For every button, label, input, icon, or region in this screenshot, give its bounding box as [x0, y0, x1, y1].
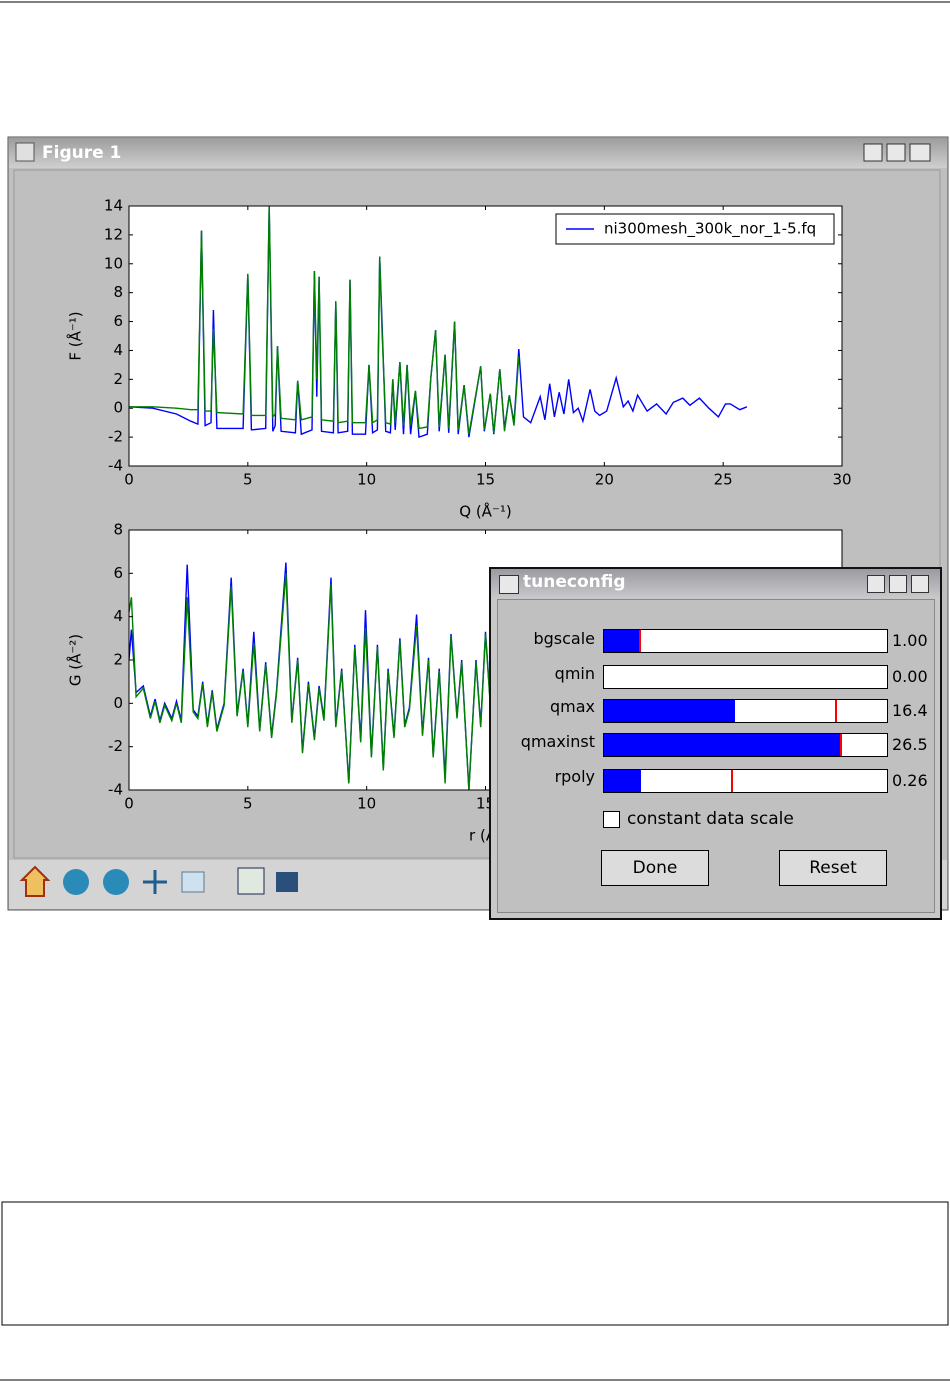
tuneconfig-dialog: tuneconfig bgscale 1.00 qmin 0.00 qmax 1… [489, 567, 942, 920]
y-tick-label: 8 [113, 521, 123, 539]
x-tick-label: 25 [714, 471, 733, 489]
slider[interactable] [603, 733, 888, 757]
y-tick-label: 0 [113, 399, 123, 417]
x-tick-label: 10 [357, 795, 376, 813]
forward-button[interactable] [103, 869, 129, 895]
y-tick-label: -2 [108, 737, 123, 755]
dialog-icon [499, 575, 519, 594]
x-tick-label: 0 [124, 795, 134, 813]
y-tick-label: 6 [113, 312, 123, 330]
y-tick-label: -4 [108, 457, 123, 475]
minimize-button[interactable] [867, 575, 885, 593]
done-button[interactable]: Done [601, 850, 709, 886]
x-tick-label: 20 [595, 471, 614, 489]
back-button[interactable] [63, 869, 89, 895]
legend-box [555, 213, 835, 245]
x-tick-label: 0 [124, 471, 134, 489]
x-axis-label: Q (Å⁻¹) [459, 502, 511, 521]
y-tick-label: 6 [113, 564, 123, 582]
title-bar [9, 138, 947, 168]
slider-value: 0.00 [892, 667, 928, 686]
slider[interactable] [603, 769, 888, 793]
y-tick-label: 0 [113, 694, 123, 712]
subplots-button[interactable] [237, 867, 265, 895]
slider-label: rpoly [554, 767, 595, 786]
reset-button[interactable]: Reset [779, 850, 887, 886]
slider-value: 0.26 [892, 771, 928, 790]
slider[interactable] [603, 699, 888, 723]
slider[interactable] [603, 665, 888, 689]
slider-label: qmax [549, 697, 595, 716]
checkbox-label: constant data scale [627, 809, 794, 829]
dialog-title: tuneconfig [523, 572, 626, 592]
y-tick-label: -4 [108, 781, 123, 799]
checkbox[interactable] [603, 811, 620, 828]
maximize-button[interactable] [886, 143, 906, 162]
pan-button[interactable] [143, 870, 167, 894]
save-button[interactable] [276, 872, 298, 892]
window-title: Figure 1 [42, 143, 121, 163]
slider-label: bgscale [533, 629, 595, 648]
y-tick-label: 8 [113, 283, 123, 301]
slider[interactable] [603, 629, 888, 653]
slider-value: 1.00 [892, 631, 928, 650]
series-line [129, 573, 491, 790]
y-tick-label: 4 [113, 607, 123, 625]
y-tick-label: 10 [104, 254, 123, 272]
close-button[interactable] [911, 575, 929, 593]
series-line [129, 206, 520, 435]
y-tick-label: -2 [108, 428, 123, 446]
legend-label: ni300mesh_300k_nor_1-5.fq [604, 220, 816, 239]
x-tick-label: 5 [243, 471, 253, 489]
slider-label: qmaxinst [520, 732, 595, 751]
y-tick-label: 12 [104, 225, 123, 243]
minimize-button[interactable] [863, 143, 883, 162]
dialog-title-bar [491, 569, 940, 598]
close-button[interactable] [909, 143, 931, 162]
slider-value: 26.5 [892, 735, 928, 754]
x-tick-label: 15 [476, 471, 495, 489]
slider-label: qmin [554, 664, 595, 683]
maximize-button[interactable] [889, 575, 907, 593]
y-tick-label: 2 [113, 370, 123, 388]
y-axis-label: F (Å⁻¹) [66, 311, 85, 360]
empty-box [1, 1201, 949, 1326]
y-axis-label: G (Å⁻²) [66, 634, 85, 686]
x-tick-label: 5 [243, 795, 253, 813]
x-tick-label: 30 [832, 471, 851, 489]
x-tick-label: 10 [357, 471, 376, 489]
y-tick-label: 2 [113, 651, 123, 669]
home-button[interactable] [19, 865, 51, 897]
y-tick-label: 4 [113, 341, 123, 359]
window-icon [15, 142, 35, 162]
y-tick-label: 14 [104, 197, 123, 215]
slider-value: 16.4 [892, 701, 928, 720]
zoom-button[interactable] [181, 871, 205, 893]
